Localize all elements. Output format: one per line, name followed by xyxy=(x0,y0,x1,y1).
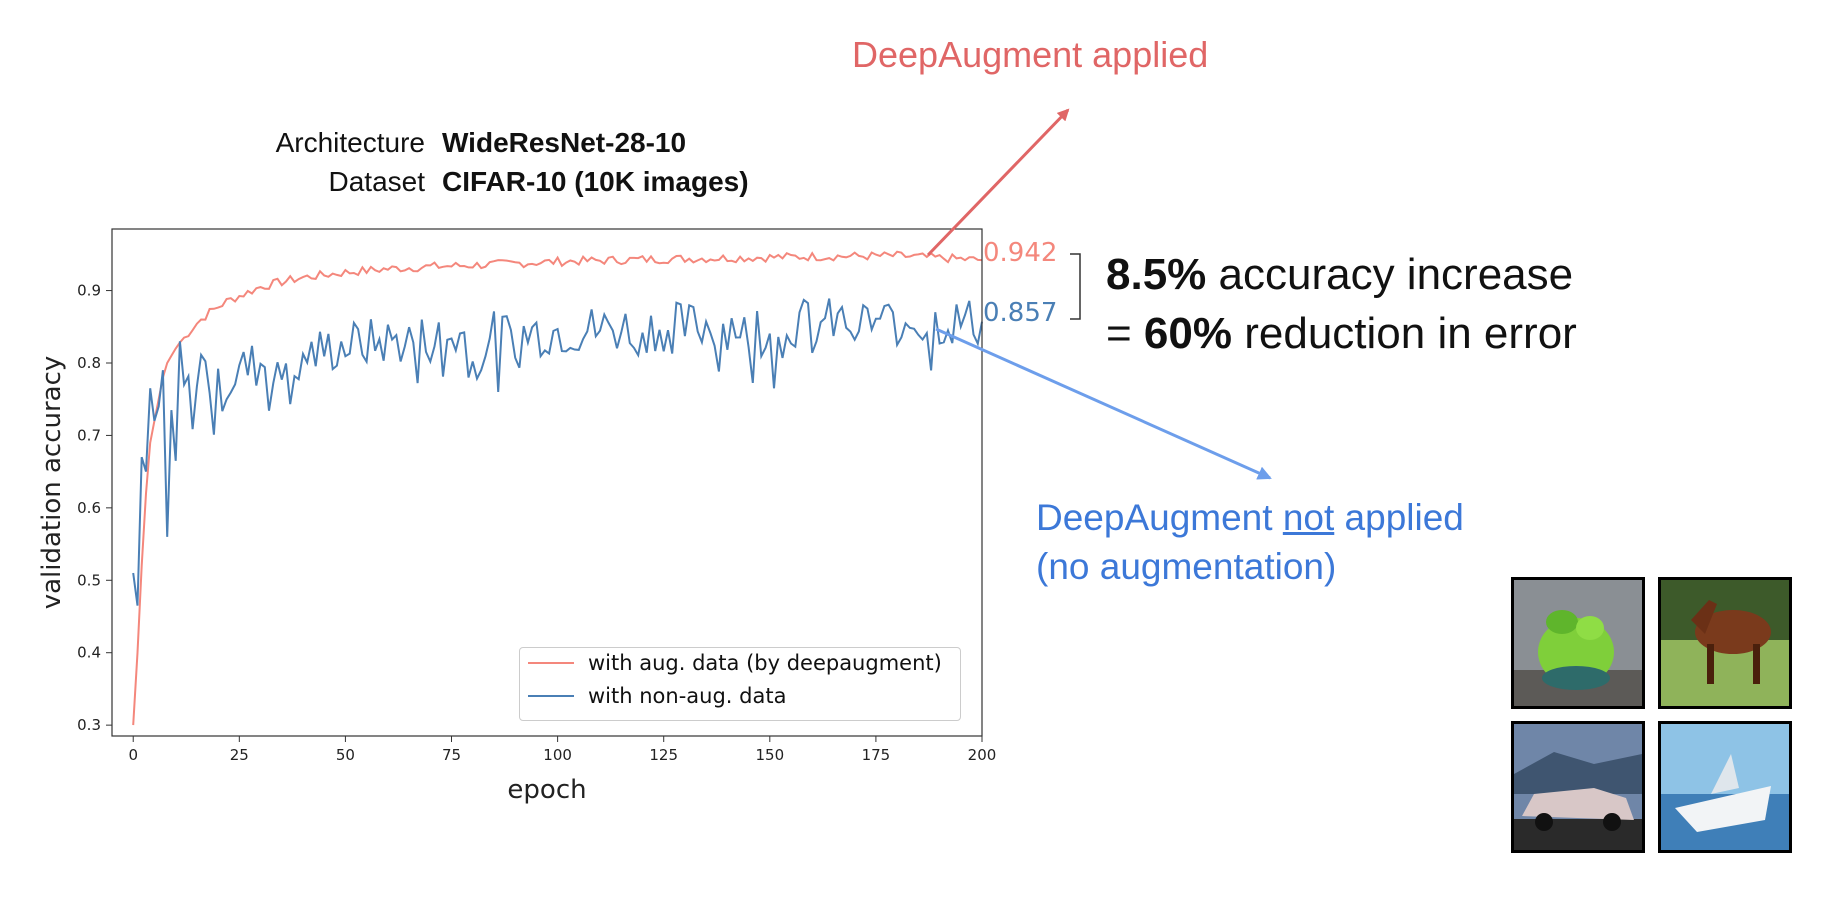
comparison-bracket xyxy=(1070,254,1080,319)
legend-swatch-aug xyxy=(528,662,574,664)
sample-image-car xyxy=(1511,721,1645,853)
y-tick-label: 0.5 xyxy=(77,571,101,589)
x-tick-label: 200 xyxy=(968,746,997,764)
y-tick-label: 0.6 xyxy=(77,499,101,517)
x-axis-label: epoch xyxy=(507,775,586,805)
x-tick-label: 175 xyxy=(862,746,891,764)
y-tick-label: 0.3 xyxy=(77,716,101,734)
legend-swatch-nonaug xyxy=(528,695,574,697)
final-value-nonaug: 0.857 xyxy=(983,298,1057,328)
x-tick-label: 50 xyxy=(336,746,355,764)
final-value-aug: 0.942 xyxy=(983,238,1057,268)
y-tick-label: 0.7 xyxy=(77,426,101,444)
x-tick-label: 125 xyxy=(649,746,678,764)
y-tick-label: 0.4 xyxy=(77,644,101,662)
nonaug-arrow xyxy=(936,329,1270,478)
series-nonaug-line xyxy=(133,299,982,606)
legend-label-aug: with aug. data (by deepaugment) xyxy=(588,651,942,675)
x-tick-label: 25 xyxy=(230,746,249,764)
car-image xyxy=(1514,724,1642,850)
boat-image xyxy=(1661,724,1789,850)
x-tick-label: 150 xyxy=(755,746,784,764)
legend-label-nonaug: with non-aug. data xyxy=(588,684,786,708)
chart-legend: with aug. data (by deepaugment) with non… xyxy=(519,647,961,721)
sample-image-frog xyxy=(1511,577,1645,709)
x-tick-label: 100 xyxy=(543,746,572,764)
x-tick-label: 0 xyxy=(128,746,138,764)
aug-arrow xyxy=(928,110,1068,255)
sample-image-horse xyxy=(1658,577,1792,709)
y-tick-label: 0.9 xyxy=(77,282,101,300)
y-tick-label: 0.8 xyxy=(77,354,101,372)
y-axis-label: validation accuracy xyxy=(37,356,67,610)
horse-image xyxy=(1661,580,1789,706)
sample-image-boat xyxy=(1658,721,1792,853)
frog-image xyxy=(1514,580,1642,706)
x-tick-label: 75 xyxy=(442,746,461,764)
